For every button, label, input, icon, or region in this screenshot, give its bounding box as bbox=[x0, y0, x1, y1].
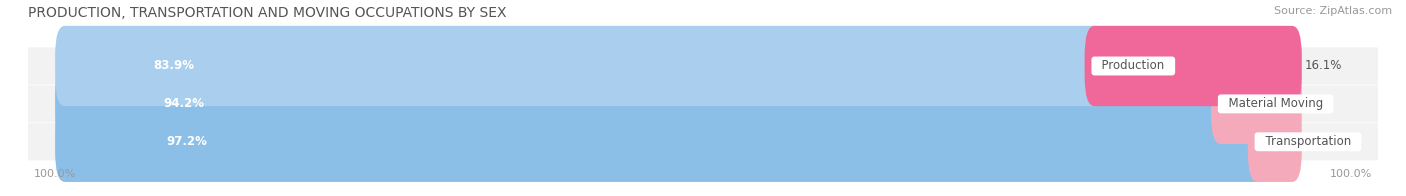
Text: Source: ZipAtlas.com: Source: ZipAtlas.com bbox=[1274, 6, 1392, 16]
Text: 83.9%: 83.9% bbox=[153, 60, 194, 73]
Text: Transportation: Transportation bbox=[1257, 135, 1358, 148]
FancyBboxPatch shape bbox=[28, 47, 1378, 84]
FancyBboxPatch shape bbox=[55, 64, 1230, 144]
Text: 5.8%: 5.8% bbox=[1305, 97, 1334, 110]
Text: 100.0%: 100.0% bbox=[34, 169, 76, 179]
Text: 16.1%: 16.1% bbox=[1305, 60, 1341, 73]
Text: 2.8%: 2.8% bbox=[1305, 135, 1334, 148]
Text: Material Moving: Material Moving bbox=[1220, 97, 1330, 110]
FancyBboxPatch shape bbox=[28, 85, 1378, 122]
Text: 100.0%: 100.0% bbox=[1330, 169, 1372, 179]
FancyBboxPatch shape bbox=[1084, 26, 1302, 106]
Text: 94.2%: 94.2% bbox=[163, 97, 204, 110]
Text: PRODUCTION, TRANSPORTATION AND MOVING OCCUPATIONS BY SEX: PRODUCTION, TRANSPORTATION AND MOVING OC… bbox=[28, 6, 506, 20]
FancyBboxPatch shape bbox=[55, 102, 1267, 182]
Text: Production: Production bbox=[1094, 60, 1173, 73]
FancyBboxPatch shape bbox=[1247, 102, 1302, 182]
Text: 97.2%: 97.2% bbox=[166, 135, 207, 148]
FancyBboxPatch shape bbox=[28, 123, 1378, 160]
FancyBboxPatch shape bbox=[55, 26, 1104, 106]
FancyBboxPatch shape bbox=[1211, 64, 1302, 144]
